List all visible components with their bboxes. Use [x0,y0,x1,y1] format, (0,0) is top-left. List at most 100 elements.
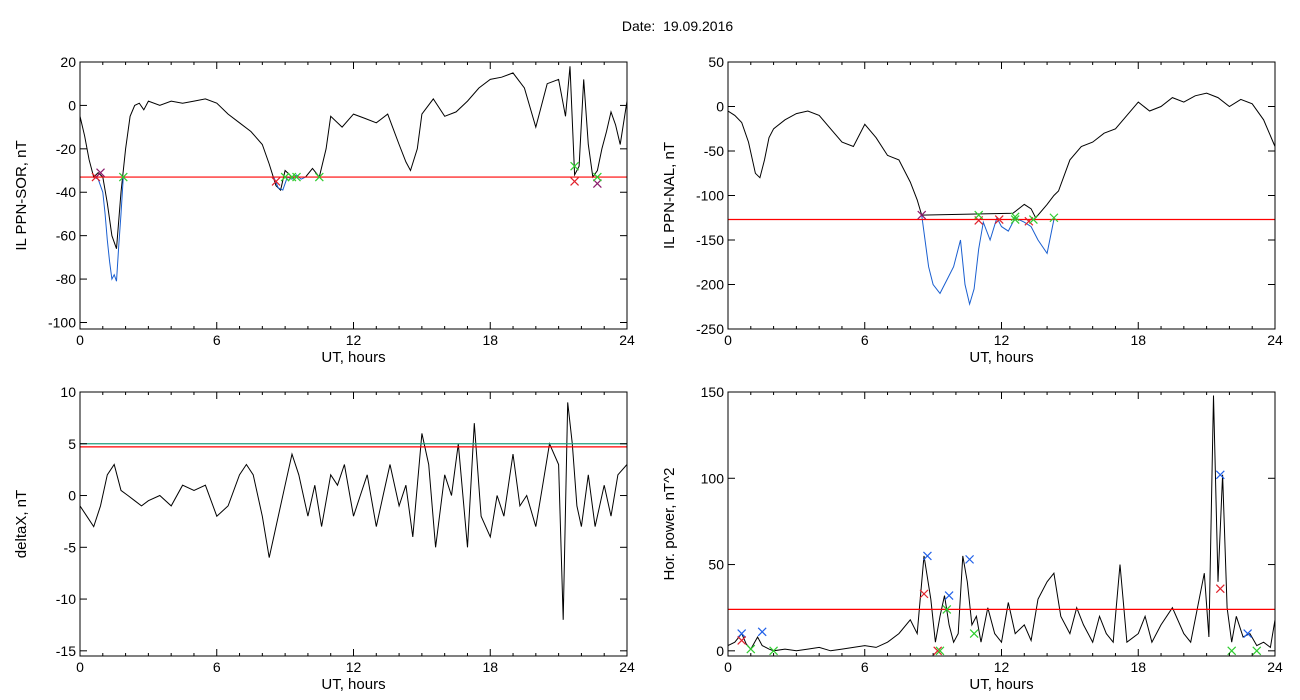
date-label: Date: [621,18,656,34]
x-axis-label: UT, hours [969,676,1033,693]
date-value: 19.09.2016 [663,18,734,34]
x-tick-label: 6 [861,332,869,348]
plot-frame [727,61,1276,330]
y-tick-label: -60 [56,228,76,244]
y-tick-label: 150 [701,384,725,400]
event-marker-10 [942,604,952,614]
marker-stroke [280,172,290,182]
y-tick-label: -10 [56,591,76,607]
y-axis-label: Hor. power, nT^2 [661,468,678,581]
x-tick-label: 0 [724,659,732,675]
series-line-1 [921,215,1055,307]
series-line-0 [80,402,627,620]
y-tick-label: 0 [68,488,76,504]
y-tick-label: 50 [708,557,724,573]
x-tick-label: 12 [994,659,1010,675]
y-tick-label: -5 [64,539,77,555]
x-tick-label: 12 [346,659,362,675]
y-tick-label: -200 [696,277,724,293]
x-tick-label: 12 [994,332,1010,348]
marker-stroke [923,551,932,561]
event-marker-1 [96,168,105,178]
plot-area [80,402,627,620]
event-marker-4 [769,646,779,656]
marker-stroke [965,554,975,564]
y-tick-label: -40 [56,184,76,200]
event-marker-14 [1215,584,1225,594]
marker-stroke [570,161,580,171]
marker-stroke [96,168,105,178]
marker-stroke [737,636,747,645]
x-tick-label: 24 [619,659,635,675]
event-marker-0 [917,210,927,220]
y-tick-label: -80 [56,271,76,287]
y-tick-label: 0 [716,643,724,659]
event-marker-15 [1243,629,1253,638]
event-marker-2 [974,210,984,220]
x-tick-label: 18 [482,659,498,675]
plot-area [728,92,1275,307]
y-tick-label: 0 [716,99,724,115]
event-marker-6 [1024,216,1034,226]
event-marker-17 [1252,646,1262,656]
chart-panel-power: 0 6 12 18 24 150 100 50 0 UT, hours Hor. power, nT… [661,384,1283,693]
marker-stroke [1028,215,1038,224]
event-marker-2 [118,172,128,182]
chart-panel-deltax: 0 6 12 18 24 10 5 0 -5 -10 -15 UT, hours deltaX, nT [13,384,635,693]
event-marker-16 [1227,646,1237,656]
y-tick-label: -20 [56,141,76,157]
y-tick-label: -150 [696,232,724,248]
event-marker-9 [570,161,580,171]
event-marker-7 [1028,215,1038,224]
marker-stroke [935,646,945,656]
series-line-0 [80,66,627,249]
marker-stroke [737,629,747,638]
x-tick-label: 12 [346,332,362,348]
y-tick-label: 100 [701,470,725,486]
marker-stroke [592,179,602,188]
event-marker-4 [280,172,290,182]
marker-stroke [933,646,943,656]
marker-stroke [917,210,927,220]
marker-stroke [592,172,602,182]
event-marker-10 [592,179,602,188]
marker-stroke [944,591,954,601]
event-marker-9 [944,591,954,601]
marker-stroke [1215,470,1225,480]
y-tick-label: -100 [696,188,724,204]
marker-stroke [974,210,984,220]
y-tick-label: -15 [56,643,76,659]
x-tick-label: 6 [213,659,221,675]
marker-stroke [1252,646,1262,656]
event-marker-6 [923,551,932,561]
x-tick-label: 0 [724,332,732,348]
marker-stroke [271,176,281,186]
marker-stroke [1049,213,1059,223]
series-line-0 [728,395,1275,652]
x-tick-label: 24 [1267,332,1283,348]
marker-stroke [118,172,128,182]
series-line-0 [728,92,1275,219]
x-tick-label: 0 [76,659,84,675]
x-tick-label: 24 [1267,659,1283,675]
plot-frame [79,391,628,657]
plot-area [728,395,1275,656]
event-marker-8 [935,646,945,656]
marker-stroke [292,172,301,182]
x-axis-label: UT, hours [321,676,385,693]
event-marker-6 [292,172,301,182]
event-marker-7 [314,172,324,182]
y-tick-label: 5 [68,436,76,452]
event-marker-3 [994,215,1004,224]
y-axis-label: deltaX, nT [13,490,30,558]
marker-stroke [1243,629,1253,638]
event-marker-8 [570,176,580,186]
marker-stroke [919,589,929,599]
y-tick-label: 0 [68,97,76,113]
event-marker-2 [746,644,756,654]
plot-area [80,66,627,282]
marker-stroke [1010,212,1020,222]
marker-stroke [314,172,324,182]
plot-frame [727,391,1276,657]
